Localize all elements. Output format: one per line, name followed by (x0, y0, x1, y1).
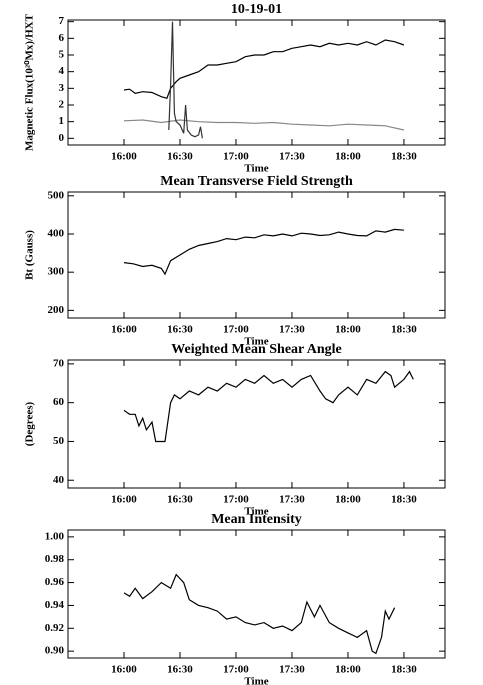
plot-frame (67, 19, 446, 146)
chart-title: Weighted Mean Shear Angle (171, 342, 341, 357)
x-tick-label: 16:00 (111, 151, 137, 163)
x-tick-label: 16:00 (111, 324, 137, 336)
y-tick-label: 2 (59, 99, 65, 111)
x-tick-label: 17:00 (223, 664, 249, 676)
y-tick-label: 6 (59, 32, 65, 44)
x-tick-label: 17:30 (279, 494, 305, 506)
x-tick-label: 18:00 (335, 151, 361, 163)
y-tick-label: 50 (53, 435, 65, 447)
y-tick-label: 60 (53, 396, 65, 408)
x-axis-label: Time (244, 506, 268, 518)
x-tick-label: 16:30 (167, 664, 193, 676)
data-line (123, 573, 396, 655)
x-tick-label: 17:00 (223, 494, 249, 506)
y-tick-label: 7 (59, 15, 65, 27)
y-tick-label: 3 (59, 82, 65, 94)
x-tick-label: 18:00 (335, 664, 361, 676)
x-tick-label: 16:30 (167, 494, 193, 506)
y-tick-label: 500 (48, 189, 65, 201)
data-line (123, 228, 404, 276)
x-tick-label: 17:30 (279, 151, 305, 163)
y-tick-label: 40 (53, 474, 65, 486)
data-line (123, 119, 405, 131)
plot-frame (67, 191, 446, 319)
y-tick-label: 300 (48, 266, 65, 278)
x-tick-label: 17:00 (223, 151, 249, 163)
y-tick-label: 5 (59, 49, 65, 61)
x-tick-label: 17:30 (279, 324, 305, 336)
y-tick-label: 1 (59, 115, 65, 127)
x-tick-label: 16:00 (111, 494, 137, 506)
x-axis-label: Time (244, 676, 268, 685)
x-tick-label: 18:00 (335, 494, 361, 506)
plot-frame (67, 529, 446, 659)
y-tick-label: 4 (59, 65, 65, 77)
x-tick-label: 16:30 (167, 151, 193, 163)
y-tick-label: 0.92 (45, 622, 65, 634)
y-tick-label: 1.00 (45, 530, 65, 542)
chart-title: Mean Transverse Field Strength (160, 174, 353, 189)
x-tick-label: 18:30 (391, 494, 417, 506)
x-tick-label: 16:00 (111, 664, 137, 676)
chart-title: 10-19-01 (231, 2, 282, 17)
plot-frame (67, 359, 446, 489)
x-tick-label: 18:30 (391, 664, 417, 676)
y-axis-label: (Degrees) (24, 401, 36, 446)
x-tick-label: 18:30 (391, 324, 417, 336)
y-tick-label: 0.94 (45, 599, 65, 611)
chart-title: Mean Intensity (211, 512, 302, 527)
y-tick-label: 70 (53, 357, 65, 369)
data-line (123, 39, 405, 100)
data-line (168, 21, 203, 139)
y-tick-label: 400 (48, 228, 65, 240)
x-tick-label: 18:00 (335, 324, 361, 336)
x-tick-label: 17:00 (223, 324, 249, 336)
y-tick-label: 0 (59, 132, 65, 144)
x-axis-label: Time (244, 163, 268, 175)
data-line (123, 370, 414, 443)
y-tick-label: 200 (48, 304, 65, 316)
y-tick-label: 0.96 (45, 576, 65, 588)
y-axis-label: Bt (Gauss) (24, 230, 36, 280)
y-tick-label: 0.98 (45, 553, 65, 565)
y-tick-label: 0.90 (45, 645, 65, 657)
x-tick-label: 18:30 (391, 151, 417, 163)
x-tick-label: 17:30 (279, 664, 305, 676)
y-axis-label: Magnetic Flux(10²⁰Mx)/HXT (24, 13, 36, 151)
x-tick-label: 16:30 (167, 324, 193, 336)
x-axis-label: Time (244, 336, 268, 348)
